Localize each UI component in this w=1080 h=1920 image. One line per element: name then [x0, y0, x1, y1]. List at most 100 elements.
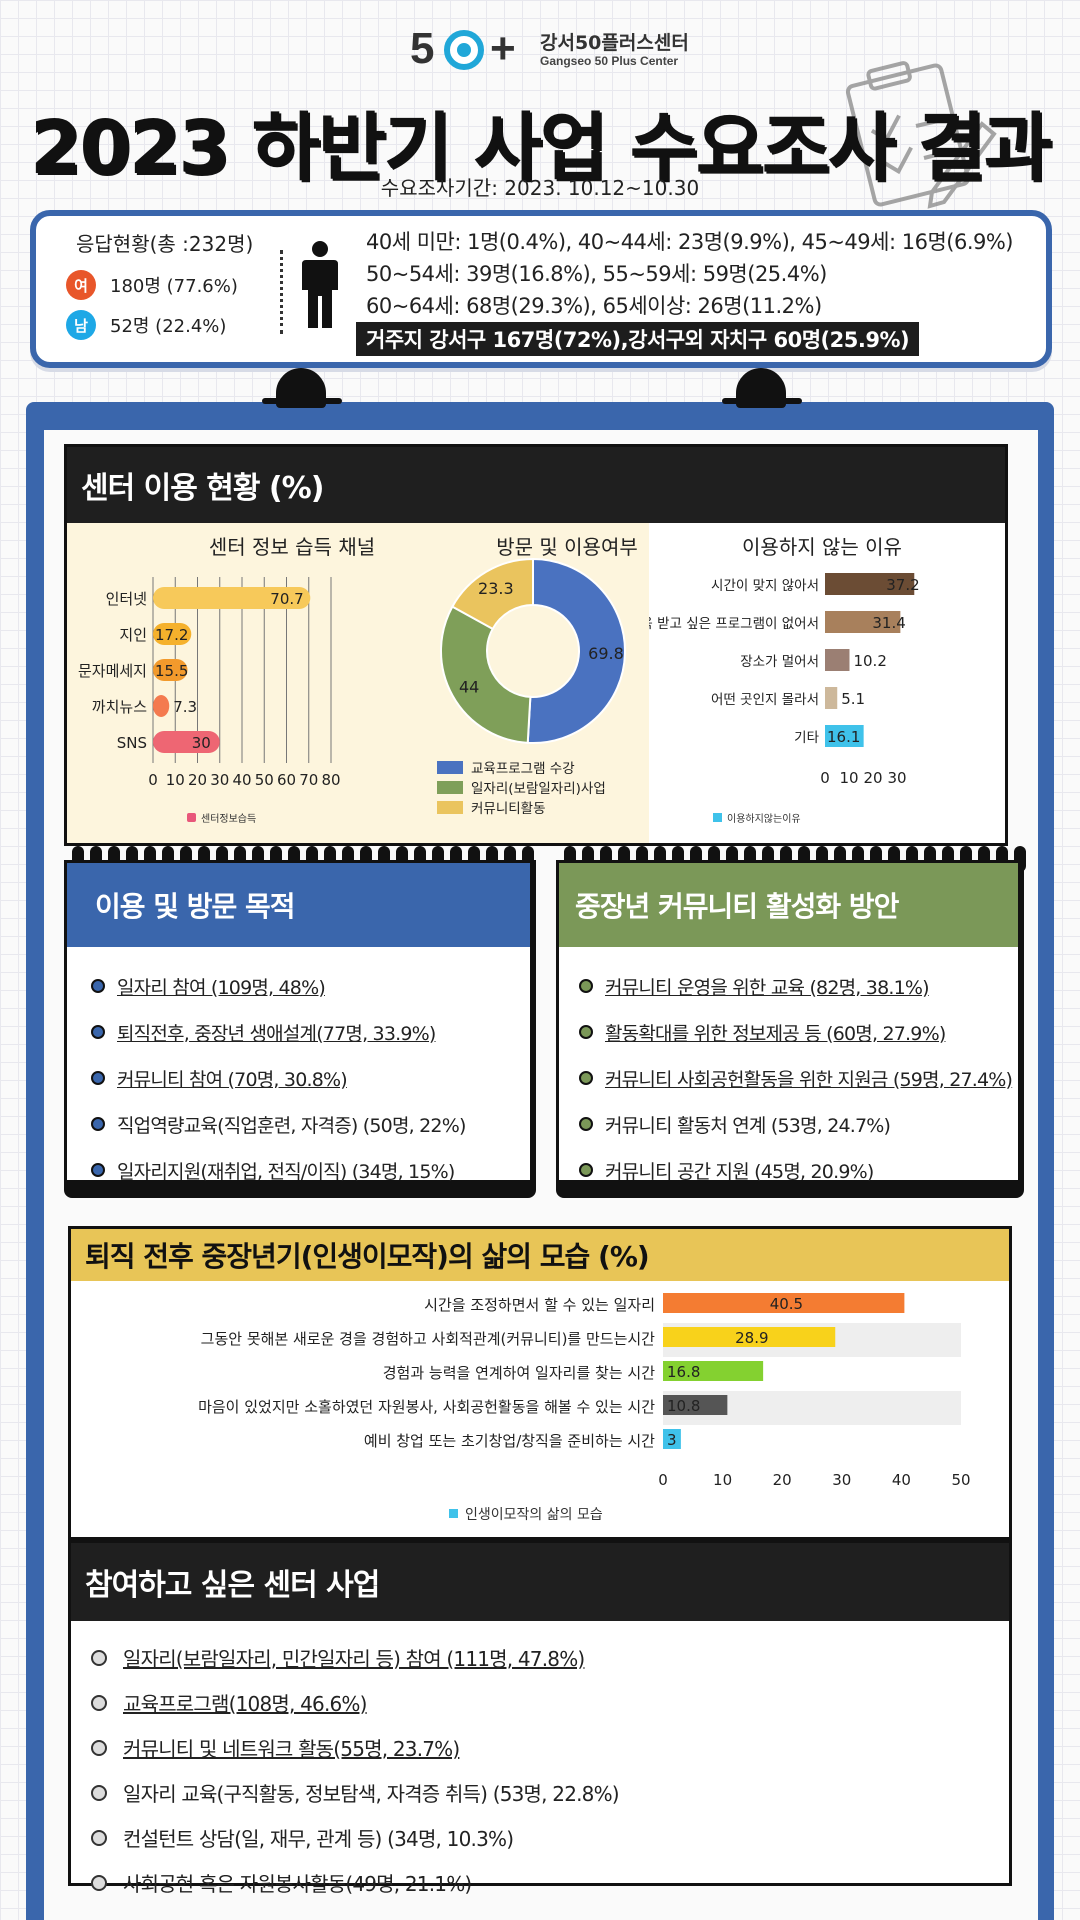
list-item: 커뮤니티 참여 (70명, 30.8%) [91, 1055, 530, 1101]
life-section: 퇴직 전후 중장년기(인생이모작)의 삶의 모습 (%) 시간을 조정하면서 할… [68, 1226, 1012, 1540]
community-item-text: 커뮤니티 활동처 연계 (53명, 24.7%) [605, 1114, 891, 1137]
age-line-2: 50~54세: 39명(16.8%), 55~59세: 59명(25.4%) [366, 262, 827, 286]
x-tick-label: 40 [232, 771, 251, 789]
community-heading: 중장년 커뮤니티 활성화 방안 [559, 863, 1018, 947]
bullet-icon [91, 1649, 107, 1666]
age-line-1: 40세 미만: 1명(0.4%), 40~44세: 23명(9.9%), 45~… [366, 230, 1014, 254]
bullet-icon [91, 1071, 105, 1085]
bar [825, 649, 850, 671]
life-heading-text: 퇴직 전후 중장년기(인생이모작)의 삶의 모습 (%) [85, 1240, 650, 1273]
x-tick-label: 20 [863, 769, 882, 787]
list-item: 사회공헌 혹은 자원봉사활동(49명, 21.1%) [91, 1860, 619, 1905]
bar [153, 623, 192, 645]
board-clip-bar-right [722, 398, 802, 404]
usage-heading-text: 센터 이용 현황 (%) [81, 471, 324, 506]
age-line-3: 60~64세: 68명(29.3%), 65세이상: 26명(11.2%) [366, 294, 822, 318]
legend-swatch [449, 1509, 458, 1518]
logo-five: 5 [410, 24, 435, 73]
bar [663, 1293, 905, 1313]
bar [153, 659, 188, 681]
bar [663, 1327, 836, 1347]
person-icon [302, 241, 338, 328]
bar [663, 1395, 728, 1415]
pie-slice [440, 605, 532, 744]
legend-swatch [437, 781, 463, 794]
center-logo: 5 + 강서50플러스센터 Gangseo 50 Plus Center [410, 24, 710, 74]
usage-section: 센터 이용 현황 (%) 센터 정보 습득 채널 0 10 20 30 40 50 60 70… [64, 444, 1008, 846]
y-tick-label: 교육 받고 싶은 프로그램이 없어서 [649, 616, 819, 632]
bullet-icon [579, 1071, 593, 1085]
data-label: 16.8 [667, 1363, 700, 1381]
x-tick-label: 10 [713, 1471, 732, 1489]
y-tick-label: 어떤 곳인지 몰라서 [711, 692, 819, 708]
list-item: 커뮤니티 및 네트워크 활동(55명, 23.7%) [91, 1725, 619, 1770]
life-heading: 퇴직 전후 중장년기(인생이모작)의 삶의 모습 (%) [71, 1229, 1009, 1281]
data-label: 10.2 [853, 652, 886, 670]
want-item-text: 교육프로그램(108명, 46.6%) [123, 1692, 367, 1716]
legend-swatch [187, 813, 196, 822]
y-tick-label: 마음이 있었지만 소홀하였던 자원봉사, 사회공헌활동을 해볼 수 있는 시간 [198, 1398, 655, 1416]
y-tick-label: 까치뉴스 [92, 698, 147, 716]
legend-label: 센터정보습득 [201, 813, 256, 825]
list-item: 일자리(보람일자리, 민간일자리 등) 참여 (111명, 47.8%) [91, 1635, 619, 1680]
data-label: 44 [459, 677, 479, 696]
page-title: 2023 하반기 사업 수요조사 결과 [30, 105, 1052, 191]
divider [280, 250, 283, 334]
data-label: 31.4 [872, 614, 905, 632]
y-tick-label: 그동안 못해본 새로운 경을 경험하고 사회적관계(커뮤니티)를 만드는시간 [201, 1330, 656, 1348]
want-list: 일자리(보람일자리, 민간일자리 등) 참여 (111명, 47.8%) 교육프… [91, 1635, 620, 1905]
community-item-text: 커뮤니티 운영을 위한 교육 (82명, 38.1%) [605, 976, 930, 999]
y-tick-label: 경험과 능력을 연계하여 일자리를 찾는 시간 [383, 1364, 655, 1382]
purpose-heading: 이용 및 방문 목적 [67, 863, 530, 947]
want-item-text: 커뮤니티 및 네트워크 활동(55명, 23.7%) [123, 1737, 460, 1761]
y-tick-label: 인터넷 [106, 590, 147, 608]
y-tick-label: 예비 창업 또는 초기창업/창직을 준비하는 시간 [364, 1432, 655, 1450]
bar [825, 687, 838, 709]
respondents-box: 응답현황(총 :232명) 여 180명 (77.6%) 남 52명 (22.4… [30, 210, 1052, 368]
data-label: 23.3 [478, 579, 514, 598]
legend-swatch [713, 813, 722, 822]
x-tick-label: 30 [887, 769, 906, 787]
community-item-text: 활동확대를 위한 정보제공 등 (60명, 27.9%) [605, 1022, 946, 1045]
life-chart: 시간을 조정하면서 할 수 있는 일자리 40.5 그동안 못해본 새로운 경을 경… [198, 1293, 971, 1523]
x-tick-label: 80 [321, 771, 340, 789]
male-row: 남 52명 (22.4%) [66, 310, 226, 340]
bar [153, 731, 220, 753]
list-item: 커뮤니티 운영을 위한 교육 (82명, 38.1%) [579, 963, 1018, 1009]
y-tick-label: 시간이 맞지 않아서 [711, 578, 819, 594]
x-tick-label: 20 [188, 771, 207, 789]
bullet-icon [579, 1117, 593, 1131]
purpose-section: 이용 및 방문 목적 일자리 참여 (109명, 48%) 퇴직전후, 중장년 … [64, 860, 536, 1198]
pie-slice [451, 557, 534, 631]
data-label: 17.2 [155, 626, 188, 644]
list-item: 커뮤니티 공간 지원 (45명, 20.9%) [579, 1147, 1018, 1193]
y-tick-label: 장소가 멀어서 [740, 654, 819, 670]
bullet-icon [91, 1874, 107, 1891]
list-item: 직업역량교육(직업훈련, 자격증) (50명, 22%) [91, 1101, 530, 1147]
bullet-icon [91, 1829, 107, 1846]
bar [825, 573, 915, 595]
data-label: 16.1 [827, 728, 860, 746]
x-tick-label: 30 [832, 1471, 851, 1489]
y-tick-label: 문자메세지 [78, 662, 147, 680]
legend-label: 교육프로그램 수강 [471, 761, 575, 777]
data-label: 40.5 [770, 1295, 803, 1313]
x-tick-label: 20 [773, 1471, 792, 1489]
male-badge: 남 [66, 310, 96, 340]
chart-title-visit: 방문 및 이용여부 [496, 535, 638, 559]
clipboard-icon [845, 61, 997, 209]
legend-label: 일자리(보람일자리)사업 [471, 781, 606, 797]
list-item: 커뮤니티 활동처 연계 (53명, 24.7%) [579, 1101, 1018, 1147]
purpose-heading-text: 이용 및 방문 목적 [95, 890, 296, 923]
data-label: 3 [667, 1431, 677, 1449]
logo-plus: + [490, 24, 516, 73]
x-tick-label: 0 [820, 769, 830, 787]
legend-swatch [437, 801, 463, 814]
want-section: 참여하고 싶은 센터 사업 일자리(보람일자리, 민간일자리 등) 참여 (11… [68, 1540, 1012, 1896]
data-label: 15.5 [155, 662, 188, 680]
list-item: 컨설턴트 상담(일, 재무, 관계 등) (34명, 10.3%) [91, 1815, 619, 1860]
x-tick-label: 0 [658, 1471, 668, 1489]
want-heading-text: 참여하고 싶은 센터 사업 [85, 1568, 380, 1603]
x-tick-label: 30 [210, 771, 229, 789]
bar [663, 1361, 764, 1381]
